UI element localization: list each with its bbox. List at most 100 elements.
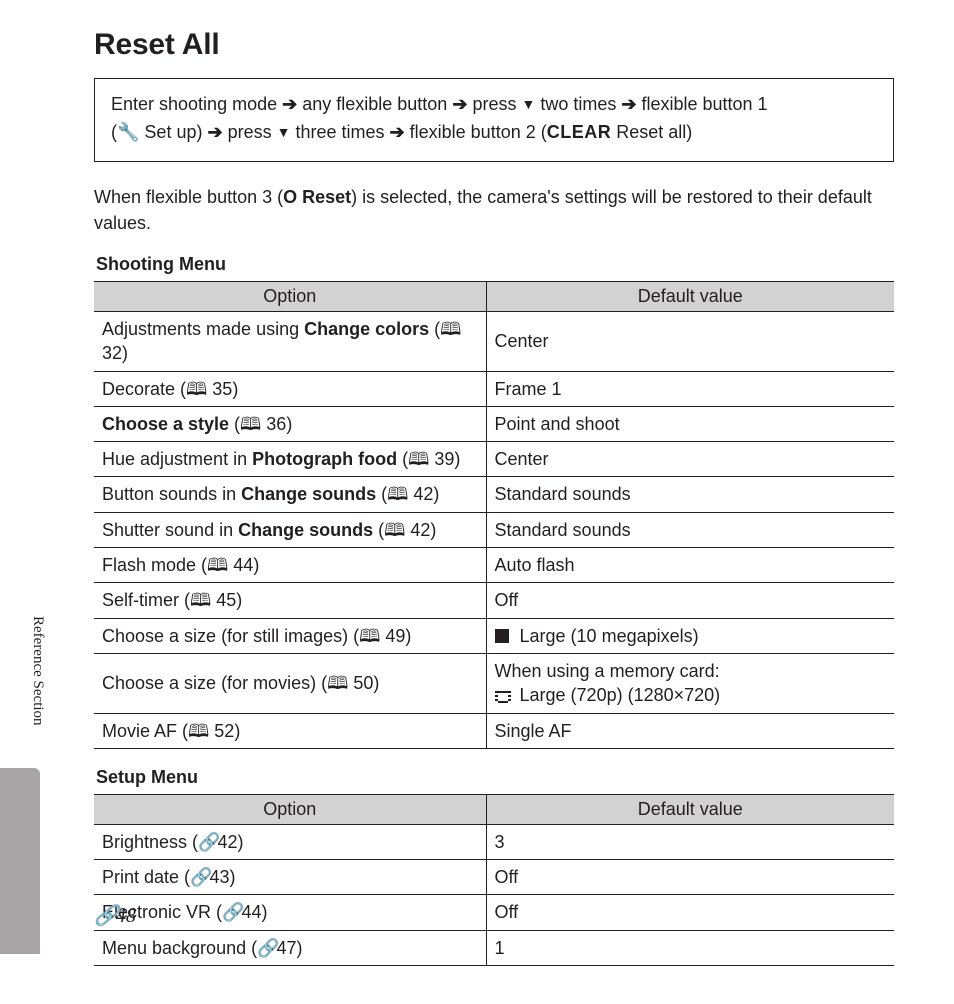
section-ref-icon: 🔗 bbox=[94, 905, 116, 927]
nav-text: Reset all) bbox=[611, 122, 692, 142]
opt-text: Print date ( bbox=[102, 867, 190, 887]
nav-text: three times bbox=[295, 122, 389, 142]
cell-option: Adjustments made using Change colors (🕮 … bbox=[94, 311, 486, 371]
opt-text: Flash mode ( bbox=[102, 555, 207, 575]
side-label: Reference Section bbox=[29, 616, 46, 726]
arrow-right-icon: ➔ bbox=[452, 91, 467, 119]
def-text: Large (10 megapixels) bbox=[520, 626, 699, 646]
page-number: 🔗48 bbox=[94, 903, 136, 928]
def-text: Single AF bbox=[495, 721, 572, 741]
opt-text: Hue adjustment in bbox=[102, 449, 252, 469]
table-row: Self-timer (🕮 45)Off bbox=[94, 583, 894, 618]
circle-icon: O bbox=[283, 187, 297, 207]
nav-text: press bbox=[228, 122, 277, 142]
page-ref: 44 bbox=[241, 902, 261, 922]
navigation-steps-box: Enter shooting mode ➔ any flexible butto… bbox=[94, 78, 894, 162]
book-icon: 🕮 bbox=[186, 379, 207, 399]
nav-text: flexible button 2 ( bbox=[410, 122, 547, 142]
cell-option: Decorate (🕮 35) bbox=[94, 371, 486, 406]
table-row: Hue adjustment in Photograph food (🕮 39)… bbox=[94, 442, 894, 477]
opt-text: ( bbox=[429, 319, 440, 339]
arrow-right-icon: ➔ bbox=[207, 119, 222, 147]
def-text: Standard sounds bbox=[495, 484, 631, 504]
cell-option: Choose a size (for still images) (🕮 49) bbox=[94, 618, 486, 653]
opt-text: Choose a size (for movies) ( bbox=[102, 673, 327, 693]
cell-default: Standard sounds bbox=[486, 512, 894, 547]
cell-default: Point and shoot bbox=[486, 406, 894, 441]
opt-bold: Change sounds bbox=[238, 520, 373, 540]
nav-text: Set up) bbox=[139, 122, 207, 142]
opt-text: Button sounds in bbox=[102, 484, 241, 504]
def-text: Standard sounds bbox=[495, 520, 631, 540]
table-row: Shutter sound in Change sounds (🕮 42) Sta… bbox=[94, 512, 894, 547]
page-ref: 35 bbox=[212, 379, 232, 399]
opt-text: Brightness ( bbox=[102, 832, 198, 852]
cell-default: Standard sounds bbox=[486, 477, 894, 512]
cell-default: Frame 1 bbox=[486, 371, 894, 406]
book-icon: 🕮 bbox=[327, 673, 348, 693]
cell-default: Off bbox=[486, 895, 894, 930]
cell-default: When using a memory card: Large (720p) (… bbox=[486, 653, 894, 713]
table-row: Choose a style (🕮 36)Point and shoot bbox=[94, 406, 894, 441]
down-triangle-icon: ▼ bbox=[521, 94, 535, 116]
nav-text: any flexible button bbox=[302, 94, 452, 114]
opt-text: Self-timer ( bbox=[102, 590, 190, 610]
section-ref-icon: 🔗 bbox=[257, 938, 276, 958]
def-text: Off bbox=[495, 867, 519, 887]
description: When flexible button 3 (O Reset) is sele… bbox=[94, 184, 894, 236]
def-text: Frame 1 bbox=[495, 379, 562, 399]
cell-default: Off bbox=[486, 583, 894, 618]
shooting-menu-heading: Shooting Menu bbox=[96, 254, 894, 275]
def-text: Point and shoot bbox=[495, 414, 620, 434]
def-text: Center bbox=[495, 331, 549, 351]
page-ref: 47 bbox=[277, 938, 297, 958]
cell-default: Center bbox=[486, 442, 894, 477]
page-number-value: 48 bbox=[116, 905, 136, 927]
table-row: Menu background (🔗47)1 bbox=[94, 930, 894, 965]
arrow-right-icon: ➔ bbox=[390, 119, 405, 147]
opt-text: Choose a size (for still images) ( bbox=[102, 626, 359, 646]
section-ref-icon: 🔗 bbox=[222, 902, 241, 922]
down-triangle-icon: ▼ bbox=[277, 122, 291, 144]
cell-default: 1 bbox=[486, 930, 894, 965]
book-icon: 🕮 bbox=[408, 449, 429, 469]
arrow-right-icon: ➔ bbox=[621, 91, 636, 119]
def-text: When using a memory card: bbox=[495, 661, 720, 681]
page-content: Reset All Enter shooting mode ➔ any flex… bbox=[0, 0, 954, 1004]
cell-default: Auto flash bbox=[486, 548, 894, 583]
page-ref: 52 bbox=[214, 721, 234, 741]
page-ref: 36 bbox=[266, 414, 286, 434]
cell-option: Choose a size (for movies) (🕮 50) bbox=[94, 653, 486, 713]
shooting-menu-table: Option Default value Adjustments made us… bbox=[94, 281, 894, 749]
movie-icon bbox=[495, 691, 511, 703]
book-icon: 🕮 bbox=[440, 319, 461, 339]
opt-text: ( bbox=[373, 520, 384, 540]
opt-bold: Change sounds bbox=[241, 484, 376, 504]
table-row: Decorate (🕮 35) Frame 1 bbox=[94, 371, 894, 406]
cell-default: Center bbox=[486, 311, 894, 371]
def-text: 3 bbox=[495, 832, 505, 852]
book-icon: 🕮 bbox=[240, 414, 261, 434]
table-header-row: Option Default value bbox=[94, 281, 894, 311]
setup-menu-heading: Setup Menu bbox=[96, 767, 894, 788]
setup-menu-table: Option Default value Brightness (🔗42)3 Pr… bbox=[94, 794, 894, 966]
book-icon: 🕮 bbox=[387, 484, 408, 504]
cell-option: Movie AF (🕮 52) bbox=[94, 713, 486, 748]
page-ref: 42 bbox=[410, 520, 430, 540]
section-tab bbox=[0, 768, 40, 954]
page-ref: 42 bbox=[413, 484, 433, 504]
page-ref: 50 bbox=[353, 673, 373, 693]
table-row: Brightness (🔗42)3 bbox=[94, 824, 894, 859]
page-ref: 45 bbox=[216, 590, 236, 610]
table-row: Choose a size (for movies) (🕮 50)When us… bbox=[94, 653, 894, 713]
large-square-icon bbox=[495, 629, 509, 643]
table-header-row: Option Default value bbox=[94, 794, 894, 824]
opt-text: Movie AF ( bbox=[102, 721, 188, 741]
def-text: 1 bbox=[495, 938, 505, 958]
table-row: Adjustments made using Change colors (🕮 … bbox=[94, 311, 894, 371]
col-option: Option bbox=[94, 281, 486, 311]
table-row: Flash mode (🕮 44)Auto flash bbox=[94, 548, 894, 583]
cell-option: Flash mode (🕮 44) bbox=[94, 548, 486, 583]
def-text: Off bbox=[495, 590, 519, 610]
cell-option: Shutter sound in Change sounds (🕮 42) bbox=[94, 512, 486, 547]
